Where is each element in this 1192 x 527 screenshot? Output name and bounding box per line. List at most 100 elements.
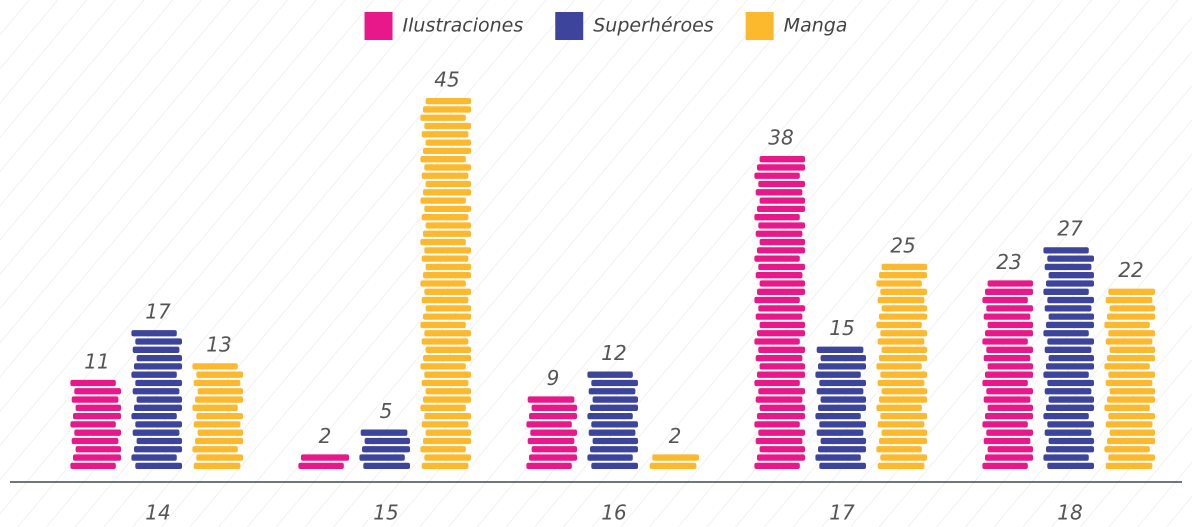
book xyxy=(759,446,805,453)
book xyxy=(1105,296,1153,304)
book xyxy=(819,421,866,428)
book xyxy=(587,454,633,461)
book xyxy=(132,388,180,395)
book xyxy=(197,388,243,395)
book xyxy=(1104,321,1150,329)
book xyxy=(421,296,469,304)
book xyxy=(193,421,241,428)
value-label: 45 xyxy=(434,68,459,92)
book xyxy=(420,404,466,411)
book xyxy=(754,172,800,179)
book xyxy=(1043,412,1089,420)
book xyxy=(591,421,638,428)
book xyxy=(134,404,182,411)
book xyxy=(1108,454,1155,461)
book xyxy=(987,321,1033,329)
value-label: 23 xyxy=(996,250,1021,274)
book xyxy=(876,321,922,329)
book xyxy=(359,454,405,461)
book xyxy=(755,437,803,445)
value-label: 12 xyxy=(601,341,626,365)
book xyxy=(592,437,638,445)
book xyxy=(876,404,922,411)
book xyxy=(590,404,638,411)
book xyxy=(591,462,638,470)
book xyxy=(73,412,121,420)
book xyxy=(652,454,699,461)
book xyxy=(420,446,466,453)
book xyxy=(758,180,805,188)
book xyxy=(527,396,575,403)
book xyxy=(1044,429,1092,436)
book xyxy=(1109,429,1155,436)
book xyxy=(131,330,177,337)
book xyxy=(591,379,638,387)
book xyxy=(816,346,864,353)
book xyxy=(423,272,471,279)
value-label: 2 xyxy=(669,424,682,448)
book xyxy=(1105,421,1153,428)
book xyxy=(135,421,182,428)
book xyxy=(420,197,466,204)
book xyxy=(755,230,803,237)
book xyxy=(876,280,922,287)
book xyxy=(134,446,182,453)
book xyxy=(75,446,121,453)
book xyxy=(1047,296,1094,304)
book xyxy=(1048,354,1094,362)
book xyxy=(759,197,805,204)
book xyxy=(1108,330,1155,337)
book xyxy=(1108,412,1155,420)
book xyxy=(363,462,410,470)
book xyxy=(420,280,466,287)
book-stack xyxy=(815,346,866,470)
book xyxy=(986,429,1033,436)
book xyxy=(423,313,471,320)
book xyxy=(987,363,1033,370)
book xyxy=(983,437,1031,445)
book-stack xyxy=(587,371,638,470)
book xyxy=(423,189,471,196)
book xyxy=(819,462,866,470)
book xyxy=(1043,288,1089,295)
book xyxy=(755,396,803,403)
book xyxy=(1048,396,1094,403)
value-label: 25 xyxy=(890,233,915,257)
book xyxy=(757,330,805,337)
book xyxy=(424,454,471,461)
book xyxy=(587,371,633,378)
book xyxy=(1047,379,1094,387)
book xyxy=(1107,313,1155,320)
book xyxy=(986,388,1033,395)
value-label: 22 xyxy=(1118,258,1143,282)
book xyxy=(425,305,471,312)
book-stack xyxy=(649,454,699,470)
book xyxy=(759,321,805,329)
book xyxy=(421,255,469,262)
book xyxy=(816,388,864,395)
book xyxy=(1047,421,1094,428)
book xyxy=(423,147,471,155)
value-label: 9 xyxy=(547,366,560,390)
book xyxy=(881,263,927,271)
book xyxy=(982,338,1028,345)
value-label: 2 xyxy=(319,424,332,448)
book xyxy=(879,272,927,279)
value-label: 11 xyxy=(84,349,109,373)
book xyxy=(1046,321,1094,329)
legend-label: Superhéroes xyxy=(593,15,714,37)
book xyxy=(364,437,410,445)
book xyxy=(423,437,471,445)
book xyxy=(423,106,471,113)
book xyxy=(982,462,1028,470)
book xyxy=(421,338,469,345)
book xyxy=(816,429,864,436)
book xyxy=(590,446,638,453)
book xyxy=(1046,280,1094,287)
value-label: 15 xyxy=(829,316,854,340)
book xyxy=(757,247,805,254)
book xyxy=(527,437,575,445)
book xyxy=(425,346,471,353)
book xyxy=(1107,354,1155,362)
